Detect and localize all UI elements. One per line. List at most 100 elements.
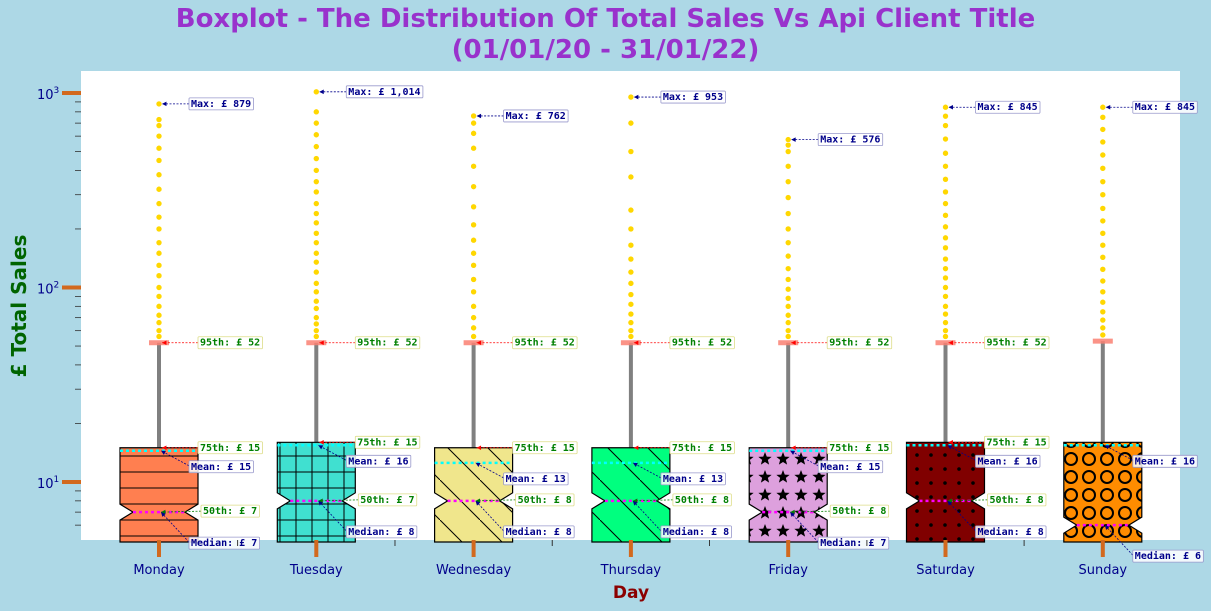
outlier-point [1099,266,1107,273]
outlier-point [312,88,320,96]
outlier-point [155,116,163,123]
median-arrow [318,500,347,532]
median-arrow [789,511,819,543]
mean-arrow-head [790,450,796,455]
p50-arrow-head [632,498,638,504]
max-label-text: Max: £ 576 [820,135,880,146]
p95-arrow-head [476,340,482,346]
y-tick-exponent: 3 [54,86,60,96]
p50-label-bg [829,504,890,518]
x-tick-label: Tuesday [289,563,343,578]
outlier-point [470,236,477,244]
max-arrow-head [791,137,796,142]
outlier-point [1099,277,1107,285]
outlier-point [942,284,949,291]
max-label-text: Max: £ 845 [1135,102,1195,113]
max-arrow [948,104,976,110]
q3-label-bg [826,441,893,455]
outlier-point [942,212,949,219]
outlier-point [942,319,949,326]
p50-arrow-line [318,499,359,502]
q3-arrow-head [948,440,953,445]
outlier-point [312,314,320,321]
y-tick-exponent: 2 [54,281,60,291]
p50-label-text: 50th: £ 7 [360,495,414,506]
p95-cap [306,340,327,346]
median-arrow [475,500,504,532]
outlier-point [1099,324,1107,332]
mean-label: Mean: £ 16 [1132,454,1198,468]
p95-label: 95th: £ 52 [826,336,893,350]
outlier-point [155,200,163,207]
box-friday [748,136,828,543]
max-label-bg [817,133,884,146]
mean-label-text: Mean: £ 16 [978,456,1038,467]
p95-label-text: 95th: £ 52 [829,338,889,349]
outlier-point [312,155,320,162]
p50-arrow-head [318,498,323,504]
q3-arrow-head [476,445,482,451]
max-label: Max: £ 845 [975,100,1041,114]
median-label-bg [503,525,575,539]
median-label: Median: £ 7 [817,536,890,550]
mean-arrow-head [1104,445,1110,450]
outlier-point [312,210,320,217]
box-monday [119,100,199,543]
max-label: Max: £ 762 [503,109,569,123]
max-label: Max: £ 953 [660,90,726,104]
outlier-point [155,157,163,164]
outlier-point [627,268,635,276]
q3-label: 75th: £ 15 [669,441,735,455]
mean-arrow [790,450,819,467]
median-arrow-head [475,500,481,506]
p50-arrow-line [947,499,988,502]
max-arrow-head [162,101,167,107]
max-arrow [319,89,347,95]
median-label-text: Median: £ 8 [348,526,414,538]
x-tick-label: Friday [768,563,808,578]
chart-title: Boxplot - The Distribution Of Total Sale… [0,4,1211,66]
median-label: Median: £ 8 [660,525,732,539]
median-label-bg [660,525,732,539]
mean-label-text: Mean: £ 13 [506,474,566,485]
outlier-point [470,130,477,137]
median-label: Median: £ 8 [345,525,418,539]
max-label-text: Max: £ 953 [663,92,723,103]
x-tick-label: Monday [133,563,185,578]
median-label-bg [345,525,418,539]
p50-label-bg [515,493,575,507]
outlier-point [784,311,792,319]
p95-label-text: 95th: £ 52 [515,338,575,349]
box-saturday [905,103,986,543]
p95-arrow [791,340,828,346]
box [748,447,828,543]
outlier-point [470,144,477,152]
boxes-layer [119,88,1143,543]
box-tuesday [276,88,356,543]
q3-label: 75th: £ 15 [197,441,263,455]
median-label-text: Median: £ 8 [506,526,572,538]
median-label-bg [817,536,890,550]
mean-label: Mean: £ 16 [975,454,1041,468]
p95-label-text: 95th: £ 52 [987,338,1047,349]
p95-arrow [948,340,985,346]
mean-arrow-head [475,462,481,467]
outlier-point [942,200,949,207]
median-label-text: Median: £ 6 [1135,550,1201,562]
median-label-text: Median: £ 7 [191,537,257,549]
outlier-point [1099,241,1107,249]
p95-cap [778,340,799,346]
p50-arrow-head [947,498,953,504]
p50-arrow [947,498,988,504]
y-tick-label: 103 [37,86,59,103]
p95-arrow-head [791,340,796,346]
mean-label-text: Mean: £ 13 [663,474,723,485]
outlier-point [942,293,949,300]
max-arrow-head [948,104,953,110]
outlier-point [155,284,163,291]
p50-label: 50th: £ 7 [200,504,260,518]
outlier-point [784,327,792,334]
p50-label-text: 50th: £ 7 [203,506,257,517]
outlier-point [784,303,792,310]
outlier-point [155,333,163,340]
